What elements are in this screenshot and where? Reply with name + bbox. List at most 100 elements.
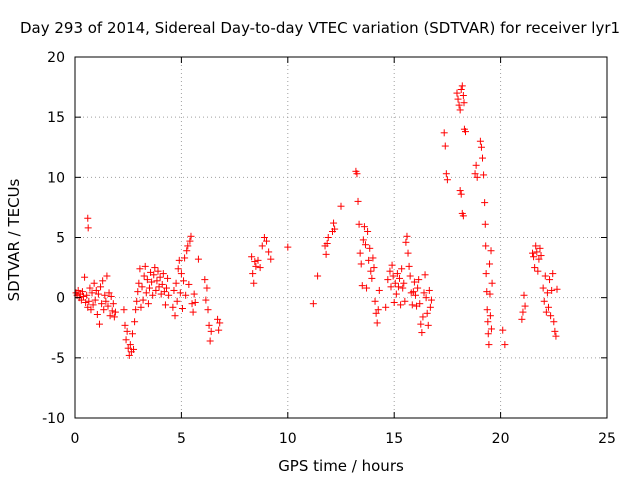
data-point (183, 247, 191, 255)
data-point (356, 249, 364, 257)
data-point (92, 286, 100, 294)
y-tick-label: 10 (47, 170, 65, 186)
data-point (472, 161, 480, 169)
data-point (532, 242, 540, 250)
data-point (476, 137, 484, 145)
data-point (363, 284, 371, 292)
data-point (374, 306, 382, 314)
data-point (263, 237, 271, 245)
data-point (482, 242, 490, 250)
data-point (552, 332, 560, 340)
data-point (375, 286, 383, 294)
data-point (201, 276, 209, 284)
grid-layer (75, 57, 607, 418)
data-point (547, 312, 555, 320)
data-point (215, 326, 223, 334)
data-point (541, 272, 549, 280)
data-point (173, 297, 181, 305)
data-point (393, 270, 401, 278)
data-point (180, 277, 188, 285)
data-point (108, 307, 116, 315)
data-point (388, 261, 396, 269)
data-point (481, 199, 489, 207)
data-point (409, 288, 417, 296)
data-point (104, 302, 112, 310)
x-tick-label: 0 (71, 431, 80, 447)
data-point (186, 237, 194, 245)
data-point (481, 220, 489, 228)
data-point (159, 270, 167, 278)
data-point (267, 255, 275, 263)
data-point (214, 315, 222, 323)
data-point (359, 236, 367, 244)
data-point (110, 313, 118, 321)
data-point (258, 242, 266, 250)
data-point (91, 296, 99, 304)
data-point (369, 254, 377, 262)
data-point (100, 306, 108, 314)
data-point (94, 290, 102, 298)
data-point (456, 106, 464, 114)
data-point (406, 272, 414, 280)
data-point (171, 312, 179, 320)
data-point (134, 288, 142, 296)
data-point (322, 250, 330, 258)
data-point (390, 298, 398, 306)
data-point (486, 260, 494, 268)
y-tick-label: -10 (42, 411, 65, 427)
data-point (353, 170, 361, 178)
data-point (135, 279, 143, 287)
data-point (145, 284, 153, 292)
data-point (84, 224, 92, 232)
data-point (392, 290, 400, 298)
data-point (182, 291, 190, 299)
data-point (403, 232, 411, 240)
data-point (109, 300, 117, 308)
data-point (386, 267, 394, 275)
data-point (187, 232, 195, 240)
data-point (536, 244, 544, 252)
data-point (405, 262, 413, 270)
data-point (250, 279, 258, 287)
data-point (194, 255, 202, 263)
x-tick-label: 15 (385, 431, 403, 447)
data-point (361, 241, 369, 249)
data-point (175, 256, 183, 264)
data-point (150, 271, 158, 279)
data-point (360, 223, 368, 231)
data-point (398, 265, 406, 273)
data-point (131, 318, 139, 326)
data-point (484, 318, 492, 326)
data-point (519, 308, 527, 316)
data-point (488, 279, 496, 287)
data-point (95, 320, 103, 328)
data-point (529, 249, 537, 257)
data-point (84, 214, 92, 222)
data-point (181, 254, 189, 262)
data-point (148, 278, 156, 286)
data-point (158, 280, 166, 288)
data-point (551, 327, 559, 335)
data-point (548, 286, 556, 294)
data-point (204, 306, 212, 314)
data-point (382, 303, 390, 311)
data-point (86, 284, 94, 292)
x-tick-label: 25 (598, 431, 616, 447)
data-point (133, 297, 141, 305)
data-point (419, 313, 427, 321)
data-point (248, 253, 256, 261)
data-point (486, 290, 494, 298)
data-point (177, 270, 185, 278)
y-tick-label: 5 (56, 231, 65, 247)
data-point (337, 202, 345, 210)
data-point (191, 298, 199, 306)
data-point (251, 258, 259, 266)
data-point (396, 274, 404, 282)
data-point (151, 264, 159, 272)
y-tick-label: -5 (51, 351, 65, 367)
x-tick-label: 20 (492, 431, 510, 447)
data-point (77, 296, 85, 304)
data-point (284, 243, 292, 251)
data-point (535, 255, 543, 263)
data-point (371, 297, 379, 305)
